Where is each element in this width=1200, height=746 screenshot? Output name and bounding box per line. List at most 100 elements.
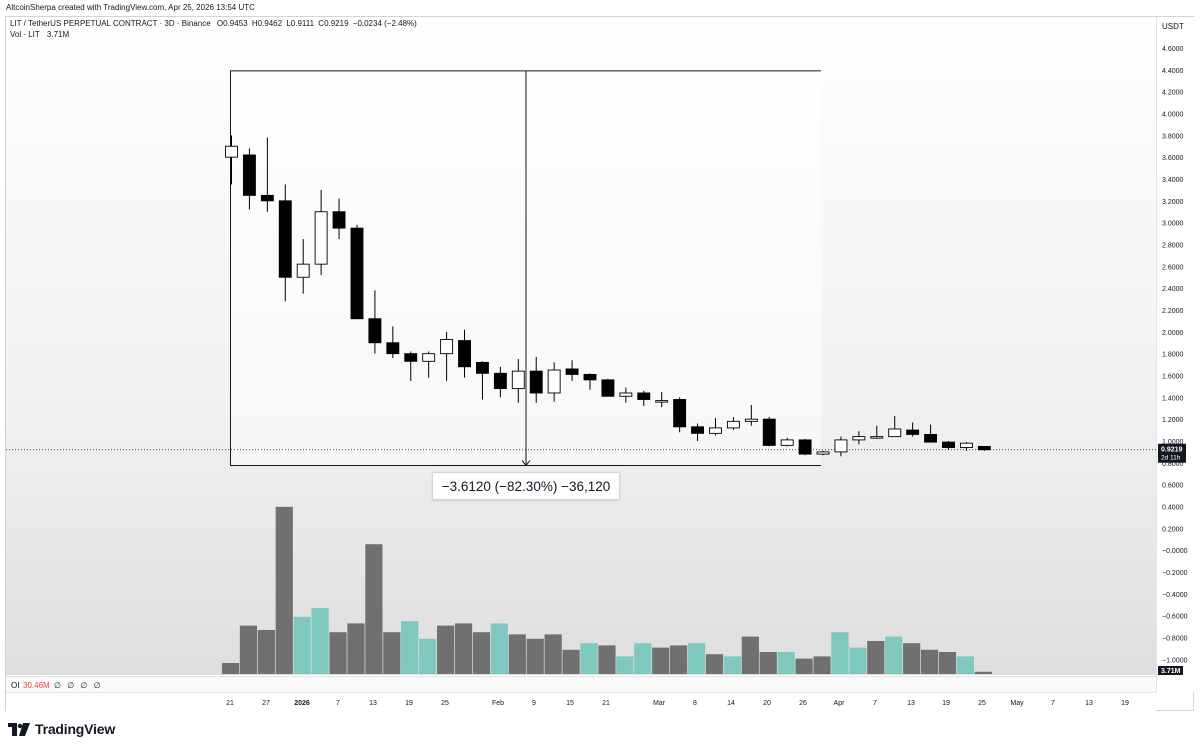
symbol-legend[interactable]: LIT / TetherUS PERPETUAL CONTRACT · 3D ·… <box>10 19 417 28</box>
price-tick-label: 4.6000 <box>1162 46 1184 53</box>
candle-body <box>493 372 507 390</box>
time-axis[interactable] <box>6 692 1156 711</box>
candle-body <box>924 434 938 443</box>
candle-body <box>260 194 274 202</box>
volume-bar <box>293 616 311 674</box>
oi-pane[interactable]: OI 30.46M ∅ ∅ ∅ ∅ <box>6 676 1156 693</box>
volume-bar <box>956 656 975 674</box>
time-tick-label: 25 <box>441 700 449 707</box>
price-axis[interactable]: USDT <box>1156 17 1194 692</box>
price-tick-label: −0.2000 <box>1162 570 1188 577</box>
candle-body <box>834 439 848 453</box>
volume-bar <box>275 506 293 674</box>
symbol-title: LIT / TetherUS PERPETUAL CONTRACT · 3D ·… <box>10 19 211 28</box>
price-tick-label: 3.6000 <box>1162 155 1184 162</box>
volume-bar <box>831 632 849 674</box>
tradingview-logo-icon <box>8 722 30 736</box>
price-tick-label: 1.6000 <box>1162 374 1184 381</box>
volume-bar <box>938 652 957 674</box>
time-tick-label: 14 <box>727 700 735 707</box>
time-tick-label: May <box>1010 700 1024 707</box>
price-tick-label: −0.4000 <box>1162 592 1188 599</box>
candle-body <box>386 342 400 355</box>
time-tick-label: Apr <box>834 700 846 707</box>
candle-body <box>619 392 633 397</box>
price-tick-label: 3.4000 <box>1162 177 1184 184</box>
currency-label[interactable]: USDT <box>1162 22 1184 31</box>
volume-bar <box>490 623 508 674</box>
time-tick-label: 26 <box>799 700 807 707</box>
price-tick-label: 0.6000 <box>1162 483 1184 490</box>
candle-body <box>870 436 884 439</box>
candle-body <box>655 400 669 403</box>
volume-bar <box>221 663 240 674</box>
volume-bar <box>419 638 437 674</box>
volume-bar <box>777 652 795 674</box>
volume-value: 3.71M <box>46 30 70 39</box>
volume-bar <box>885 636 903 674</box>
high-label: H <box>251 19 258 28</box>
price-tick-label: 2.8000 <box>1162 243 1184 250</box>
price-tick-label: 1.2000 <box>1162 417 1184 424</box>
volume-bar <box>723 656 741 674</box>
volume-legend[interactable]: Vol · LIT 3.71M <box>10 30 69 39</box>
volume-bar <box>580 643 598 674</box>
candle-body <box>673 399 687 428</box>
oi-label: OI <box>11 681 20 690</box>
volume-bar <box>347 623 365 674</box>
volume-bar <box>687 643 706 674</box>
volume-bar <box>867 641 885 674</box>
time-tick-label: Mar <box>653 700 666 707</box>
volume-bar <box>652 647 670 674</box>
price-tick-label: −1.0000 <box>1162 657 1188 664</box>
volume-bar <box>741 636 759 674</box>
price-tick-label: 0.4000 <box>1162 505 1184 512</box>
last-price-value: 0.9219 <box>1161 447 1183 454</box>
candle-body <box>959 442 973 448</box>
volume-bar <box>813 656 831 674</box>
candle-body <box>296 263 310 278</box>
time-tick-label: 7 <box>336 700 340 707</box>
volume-bar <box>472 632 491 674</box>
price-tick-label: 4.2000 <box>1162 90 1184 97</box>
price-tick-label: 4.0000 <box>1162 112 1184 119</box>
close-label: C <box>318 19 325 28</box>
volume-bar <box>795 658 813 674</box>
candle-body <box>458 340 471 368</box>
price-tick-label: −0.8000 <box>1162 636 1188 643</box>
close-value: 0.9219 <box>324 19 349 28</box>
time-tick-label: 7 <box>1051 700 1055 707</box>
candle-body <box>314 211 328 265</box>
candle-body <box>404 353 418 362</box>
volume-bar <box>759 652 777 674</box>
price-tick-label: −0.6000 <box>1162 614 1188 621</box>
candle-body <box>977 446 991 451</box>
candle-body <box>565 368 579 375</box>
price-tick-label: 3.2000 <box>1162 199 1184 206</box>
time-tick-label: 19 <box>942 700 950 707</box>
candle-body <box>888 428 902 438</box>
volume-badge <box>1158 666 1183 675</box>
time-tick-label: 19 <box>405 700 413 707</box>
bar-countdown: 2d 11h <box>1161 455 1181 462</box>
low-value: 0.9111 <box>290 19 315 28</box>
tradingview-wordmark: TradingView <box>35 721 116 737</box>
candle-body <box>350 227 364 320</box>
time-tick-label: 9 <box>532 700 536 707</box>
candle-body <box>476 361 489 374</box>
time-tick-label: 13 <box>1085 700 1093 707</box>
volume-bar <box>257 630 275 674</box>
time-tick-label: Feb <box>492 700 504 707</box>
candle-body <box>225 145 238 158</box>
volume-bar <box>365 544 383 674</box>
low-label: L <box>286 19 291 28</box>
candle-body <box>332 211 346 229</box>
tradingview-logo[interactable]: TradingView <box>8 720 115 738</box>
volume-bar <box>562 649 580 674</box>
measure-label: −3.6120 (−82.30%) −36,120 <box>432 472 620 500</box>
candle-body <box>709 427 722 434</box>
candle-body <box>816 451 830 455</box>
candle-body <box>852 436 866 441</box>
